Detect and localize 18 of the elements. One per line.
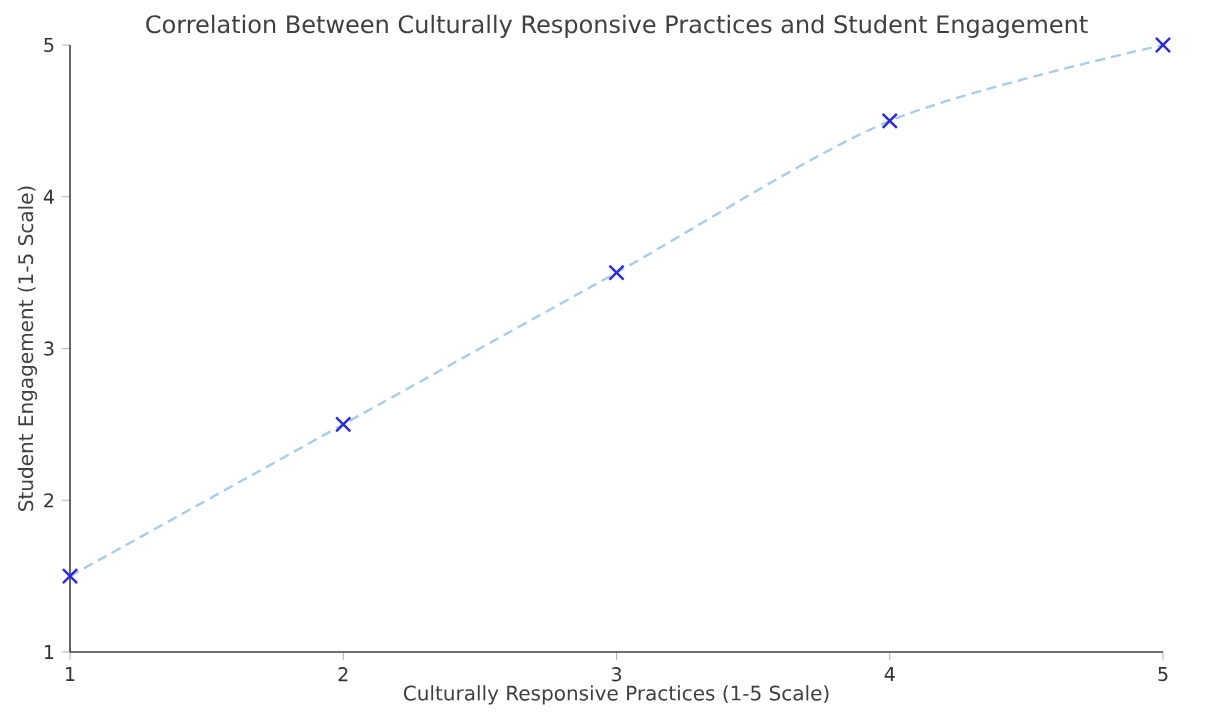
y-tick-label: 1	[44, 645, 54, 659]
point	[608, 264, 625, 281]
x-tick-label: 3	[611, 667, 622, 682]
x-axis-title: Culturally Responsive Practices (1-5 Scale)	[403, 685, 829, 705]
y-tick-label: 4	[43, 189, 54, 204]
point	[61, 567, 79, 585]
y-tick-label: 2	[44, 493, 54, 508]
x-tick-label: 1	[66, 667, 75, 681]
x-tick-label: 2	[338, 667, 348, 682]
y-tick-label: 3	[44, 341, 54, 356]
x-tick-label: 5	[1158, 667, 1168, 682]
x-tick-label: 4	[884, 667, 895, 681]
y-tick-label: 5	[44, 37, 54, 53]
point	[881, 112, 899, 130]
y-axis-title: Student Engagement (1-5 Scale)	[17, 186, 38, 511]
chart-title: Correlation Between Culturally Responsive Practices and Student Engagement	[146, 14, 1088, 38]
point	[334, 416, 352, 433]
point	[1154, 36, 1172, 54]
